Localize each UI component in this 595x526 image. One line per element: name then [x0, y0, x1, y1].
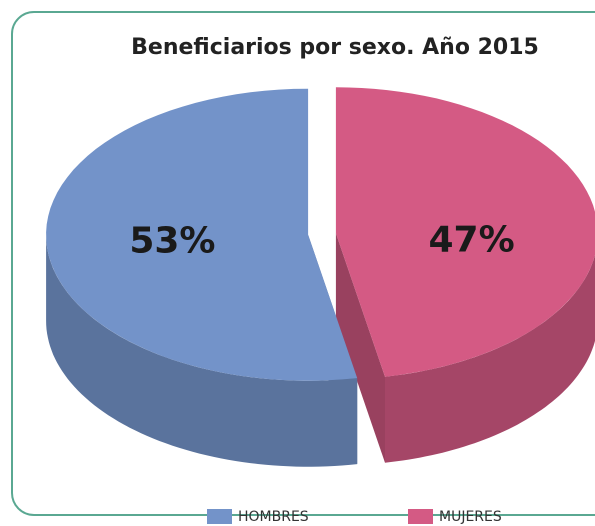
legend-label: HOMBRES: [238, 509, 309, 525]
legend-swatch: [408, 509, 433, 524]
slice: [46, 88, 358, 381]
legend-label: MUJERES: [439, 509, 502, 525]
slice: [335, 87, 595, 377]
legend-swatch: [207, 509, 232, 524]
value-label: 53%: [129, 221, 215, 262]
slice-side: [385, 254, 595, 463]
slice-cut-wall: [335, 233, 385, 463]
chart-title: Beneficiarios por sexo. Año 2015: [131, 35, 539, 60]
slice-side: [46, 234, 358, 467]
value-label: 47%: [428, 219, 514, 260]
